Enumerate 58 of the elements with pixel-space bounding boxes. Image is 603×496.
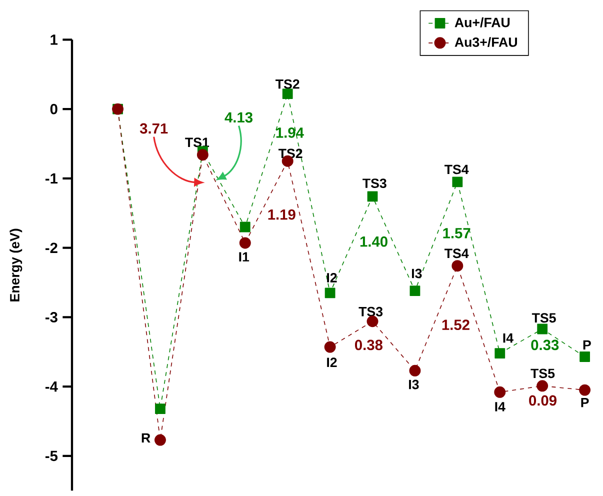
point [579, 384, 591, 396]
annotation: I3 [409, 380, 419, 390]
y-tick-label: 1 [50, 34, 58, 45]
annotation: TS1 [185, 138, 210, 148]
point [409, 364, 421, 376]
y-tick-label: -3 [45, 312, 58, 322]
point [580, 352, 590, 362]
point [239, 237, 251, 249]
point [196, 149, 208, 161]
annotation: I4 [503, 333, 514, 343]
point [494, 386, 506, 398]
annotation: TS4 [444, 164, 469, 174]
annotation: 0.33 [531, 340, 559, 350]
annotation: 3.71 [140, 123, 168, 134]
point [154, 434, 166, 446]
y-tick-label: -1 [45, 173, 58, 184]
annotation: TS3 [358, 306, 383, 316]
point [366, 316, 378, 328]
annotation: R [142, 433, 150, 443]
y-tick-label: -5 [45, 450, 58, 462]
annotation: 1.52 [442, 320, 470, 330]
annotation: TS2 [276, 79, 300, 89]
annotation: 0.09 [529, 395, 556, 406]
annotation: 1.19 [268, 209, 296, 220]
annotation: I3 [412, 268, 422, 278]
point [452, 176, 463, 188]
annotation: P [581, 398, 589, 408]
point [410, 286, 420, 296]
point [537, 324, 548, 334]
annotation: 4.13 [224, 112, 253, 123]
y-tick-label: -4 [45, 382, 58, 392]
annotation: 1.57 [443, 228, 470, 238]
point [494, 348, 506, 358]
legend-label: Au3+/FAU [454, 37, 517, 48]
annotation: I1 [239, 252, 250, 262]
annotation: I2 [327, 273, 337, 282]
legend-label: Au+/FAU [454, 17, 510, 28]
point [536, 380, 548, 392]
annotation: TS3 [362, 178, 386, 188]
y-tick-label: -2 [45, 242, 58, 253]
y-axis-title: Energy (eV) [10, 228, 22, 302]
annotation: TS4 [444, 248, 469, 258]
point [324, 288, 336, 298]
point [367, 191, 378, 202]
annotation: I2 [327, 358, 337, 367]
point [324, 341, 336, 353]
point [155, 404, 166, 414]
annotation: 1.40 [360, 236, 388, 247]
point [452, 260, 464, 272]
y-tick-label: 0 [50, 104, 58, 114]
annotation: I4 [495, 402, 506, 412]
annotation: P [583, 340, 591, 350]
point [240, 222, 250, 232]
annotation: 1.94 [276, 127, 304, 138]
annotation: TS5 [530, 368, 555, 378]
annotation: TS5 [532, 313, 556, 323]
annotation: 0.38 [355, 340, 382, 350]
point [282, 88, 293, 99]
